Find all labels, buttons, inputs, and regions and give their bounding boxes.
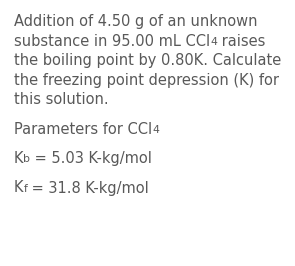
- Text: = 5.03 K-kg/mol: = 5.03 K-kg/mol: [30, 151, 153, 166]
- Text: raises: raises: [217, 34, 266, 48]
- Text: K: K: [14, 151, 24, 166]
- Text: f: f: [24, 184, 27, 194]
- Text: b: b: [24, 155, 30, 164]
- Text: Addition of 4.50 g of an unknown: Addition of 4.50 g of an unknown: [14, 14, 258, 29]
- Text: Parameters for CCl: Parameters for CCl: [14, 122, 152, 136]
- Text: K: K: [14, 181, 24, 196]
- Text: the boiling point by 0.80K. Calculate: the boiling point by 0.80K. Calculate: [14, 53, 281, 68]
- Text: = 31.8 K-kg/mol: = 31.8 K-kg/mol: [27, 181, 149, 196]
- Text: 4: 4: [210, 37, 217, 47]
- Text: this solution.: this solution.: [14, 92, 109, 107]
- Text: 4: 4: [152, 125, 159, 135]
- Text: the freezing point depression (K) for: the freezing point depression (K) for: [14, 73, 279, 88]
- Text: substance in 95.00 mL CCl: substance in 95.00 mL CCl: [14, 34, 210, 48]
